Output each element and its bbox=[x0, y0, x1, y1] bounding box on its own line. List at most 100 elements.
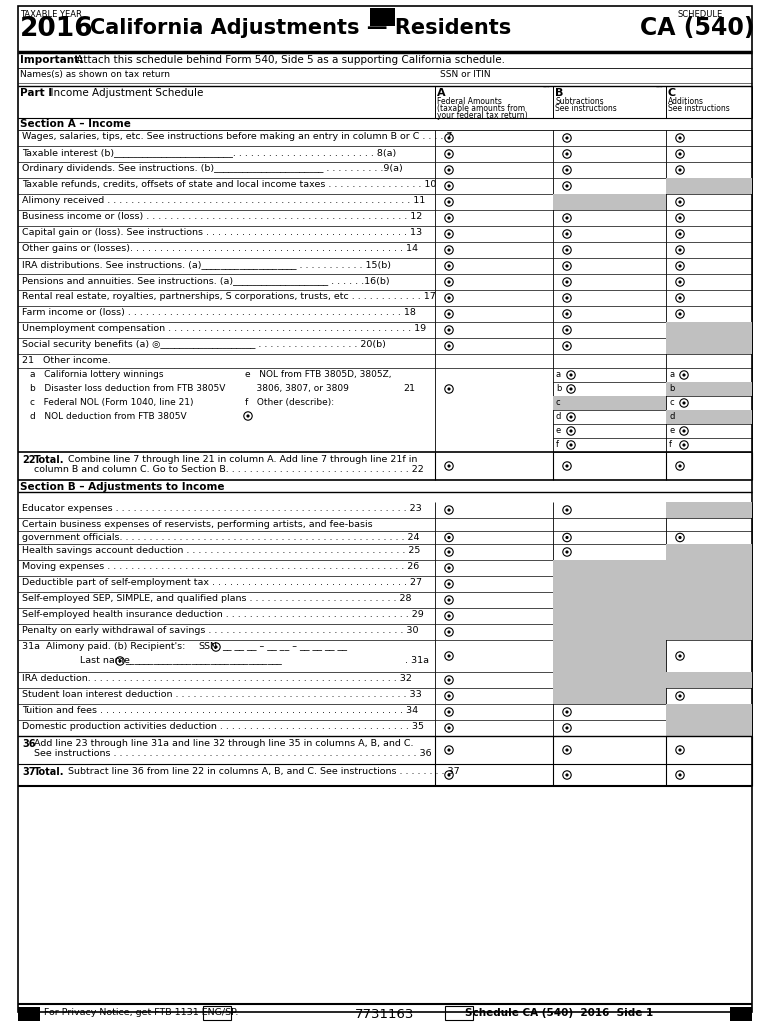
Circle shape bbox=[682, 429, 685, 432]
Bar bbox=[553, 194, 666, 210]
Circle shape bbox=[447, 694, 450, 697]
Text: c: c bbox=[669, 398, 674, 407]
Circle shape bbox=[678, 232, 681, 236]
Text: Farm income or (loss) . . . . . . . . . . . . . . . . . . . . . . . . . . . . . : Farm income or (loss) . . . . . . . . . … bbox=[22, 308, 416, 317]
Text: d: d bbox=[556, 412, 561, 421]
Circle shape bbox=[565, 749, 568, 752]
Text: Combine line 7 through line 21 in column A. Add line 7 through line 21f in: Combine line 7 through line 21 in column… bbox=[65, 455, 417, 464]
Circle shape bbox=[447, 312, 450, 315]
Circle shape bbox=[678, 312, 681, 315]
Text: Add line 23 through line 31a and line 32 through line 35 in columns A, B, and C.: Add line 23 through line 31a and line 32… bbox=[34, 739, 413, 748]
Circle shape bbox=[678, 216, 681, 219]
Circle shape bbox=[565, 232, 568, 236]
Circle shape bbox=[447, 136, 450, 139]
Circle shape bbox=[678, 694, 681, 697]
Text: a   California lottery winnings: a California lottery winnings bbox=[30, 370, 163, 379]
Text: Capital gain or (loss). See instructions . . . . . . . . . . . . . . . . . . . .: Capital gain or (loss). See instructions… bbox=[22, 228, 422, 237]
Text: Income Adjustment Schedule: Income Adjustment Schedule bbox=[44, 88, 203, 98]
Text: See instructions: See instructions bbox=[555, 104, 617, 113]
Text: Last name: Last name bbox=[80, 656, 130, 665]
Bar bbox=[666, 544, 752, 560]
Bar bbox=[666, 575, 752, 592]
Circle shape bbox=[678, 773, 681, 776]
Bar bbox=[553, 560, 666, 575]
Text: _________________________________: _________________________________ bbox=[125, 656, 282, 665]
Text: See instructions: See instructions bbox=[668, 104, 730, 113]
Text: b: b bbox=[556, 384, 561, 393]
Text: For Privacy Notice, get FTB 1131 ENG/SP.: For Privacy Notice, get FTB 1131 ENG/SP. bbox=[44, 1008, 239, 1017]
Text: Domestic production activities deduction . . . . . . . . . . . . . . . . . . . .: Domestic production activities deduction… bbox=[22, 722, 424, 731]
Bar bbox=[666, 178, 752, 194]
Text: Certain business expenses of reservists, performing artists, and fee-basis: Certain business expenses of reservists,… bbox=[22, 520, 373, 529]
Circle shape bbox=[565, 465, 568, 468]
Bar bbox=[666, 410, 752, 424]
Circle shape bbox=[678, 536, 681, 539]
Circle shape bbox=[447, 387, 450, 390]
Circle shape bbox=[565, 281, 568, 284]
Text: Moving expenses . . . . . . . . . . . . . . . . . . . . . . . . . . . . . . . . : Moving expenses . . . . . . . . . . . . … bbox=[22, 562, 419, 571]
Text: (taxable amounts from: (taxable amounts from bbox=[437, 104, 525, 113]
Circle shape bbox=[447, 184, 450, 187]
Circle shape bbox=[565, 773, 568, 776]
Text: CA (540): CA (540) bbox=[640, 16, 755, 40]
Text: Subtractions: Subtractions bbox=[555, 97, 604, 106]
Text: B: B bbox=[555, 88, 564, 98]
Text: Deductible part of self-employment tax . . . . . . . . . . . . . . . . . . . . .: Deductible part of self-employment tax .… bbox=[22, 578, 422, 587]
Bar bbox=[666, 624, 752, 640]
Text: b: b bbox=[669, 384, 675, 393]
Circle shape bbox=[119, 659, 122, 663]
Text: IRA deduction. . . . . . . . . . . . . . . . . . . . . . . . . . . . . . . . . .: IRA deduction. . . . . . . . . . . . . .… bbox=[22, 674, 412, 683]
Circle shape bbox=[565, 726, 568, 729]
Bar bbox=[553, 575, 666, 592]
Bar bbox=[553, 672, 666, 688]
Circle shape bbox=[569, 443, 573, 446]
Bar bbox=[666, 322, 752, 338]
Text: Part I: Part I bbox=[20, 88, 52, 98]
Circle shape bbox=[678, 296, 681, 300]
Text: 22: 22 bbox=[22, 455, 35, 465]
Text: column B and column C. Go to Section B. . . . . . . . . . . . . . . . . . . . . : column B and column C. Go to Section B. … bbox=[34, 465, 424, 474]
Circle shape bbox=[447, 465, 450, 468]
Circle shape bbox=[565, 136, 568, 139]
Circle shape bbox=[447, 678, 450, 682]
Text: a: a bbox=[556, 370, 561, 379]
Text: Unemployment compensation . . . . . . . . . . . . . . . . . . . . . . . . . . . : Unemployment compensation . . . . . . . … bbox=[22, 324, 426, 333]
Text: SSN or ITIN: SSN or ITIN bbox=[440, 70, 490, 79]
Circle shape bbox=[569, 429, 573, 432]
Bar bbox=[445, 1006, 473, 1020]
Bar bbox=[666, 720, 752, 736]
Text: e   NOL from FTB 3805D, 3805Z,: e NOL from FTB 3805D, 3805Z, bbox=[245, 370, 391, 379]
Text: 37: 37 bbox=[22, 767, 35, 777]
Text: e: e bbox=[556, 426, 561, 435]
Bar bbox=[553, 608, 666, 624]
Text: Wages, salaries, tips, etc. See instructions before making an entry in column B : Wages, salaries, tips, etc. See instruct… bbox=[22, 132, 453, 141]
Text: Educator expenses . . . . . . . . . . . . . . . . . . . . . . . . . . . . . . . : Educator expenses . . . . . . . . . . . … bbox=[22, 504, 422, 513]
Circle shape bbox=[447, 232, 450, 236]
Text: SSN: SSN bbox=[198, 642, 217, 651]
Bar bbox=[553, 624, 666, 640]
Text: California Adjustments — Residents: California Adjustments — Residents bbox=[90, 18, 511, 38]
Text: TAXABLE YEAR: TAXABLE YEAR bbox=[20, 10, 82, 19]
Text: Taxable refunds, credits, offsets of state and local income taxes . . . . . . . : Taxable refunds, credits, offsets of sta… bbox=[22, 180, 437, 189]
Circle shape bbox=[447, 329, 450, 332]
Text: Self-employed health insurance deduction . . . . . . . . . . . . . . . . . . . .: Self-employed health insurance deduction… bbox=[22, 610, 424, 618]
Text: See instructions . . . . . . . . . . . . . . . . . . . . . . . . . . . . . . . .: See instructions . . . . . . . . . . . .… bbox=[34, 749, 432, 758]
Circle shape bbox=[682, 401, 685, 404]
Bar bbox=[730, 1007, 752, 1021]
Text: C: C bbox=[668, 88, 676, 98]
Text: Social security benefits (a) ◎____________________ . . . . . . . . . . . . . . .: Social security benefits (a) ◎__________… bbox=[22, 340, 386, 349]
Circle shape bbox=[569, 416, 573, 419]
Circle shape bbox=[678, 136, 681, 139]
Text: 21: 21 bbox=[403, 384, 415, 393]
Circle shape bbox=[678, 749, 681, 752]
Circle shape bbox=[565, 184, 568, 187]
Text: Tuition and fees . . . . . . . . . . . . . . . . . . . . . . . . . . . . . . . .: Tuition and fees . . . . . . . . . . . .… bbox=[22, 706, 418, 715]
Circle shape bbox=[447, 296, 450, 300]
Bar bbox=[666, 672, 752, 688]
Circle shape bbox=[678, 264, 681, 267]
Text: f   Other (describe):: f Other (describe): bbox=[245, 398, 334, 407]
Text: Total.: Total. bbox=[34, 767, 65, 777]
Circle shape bbox=[682, 443, 685, 446]
Text: Federal Amounts: Federal Amounts bbox=[437, 97, 502, 106]
Text: government officials. . . . . . . . . . . . . . . . . . . . . . . . . . . . . . : government officials. . . . . . . . . . … bbox=[22, 534, 420, 542]
